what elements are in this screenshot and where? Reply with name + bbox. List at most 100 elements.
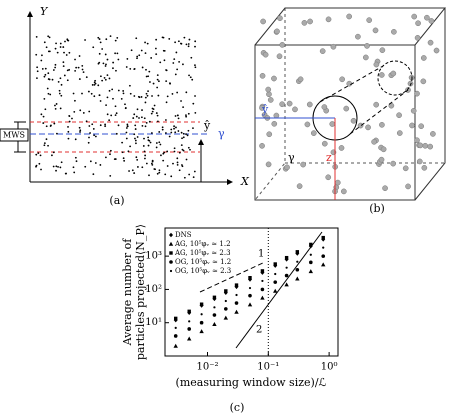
- particle: [77, 66, 80, 69]
- cube-edges: [254, 7, 447, 201]
- marker: [273, 280, 278, 284]
- particle: [93, 134, 96, 137]
- particle: [98, 94, 101, 97]
- particle: [188, 173, 191, 176]
- particle: [120, 98, 123, 100]
- particle: [111, 88, 114, 91]
- reference-slope: [235, 231, 323, 349]
- particle: [117, 124, 120, 127]
- particle: [151, 95, 153, 97]
- particle: [183, 36, 186, 39]
- particle: [343, 105, 350, 112]
- particle: [178, 151, 181, 154]
- particle: [176, 68, 179, 71]
- marker: [284, 255, 289, 260]
- particle: [187, 45, 190, 48]
- particle: [185, 133, 188, 136]
- particle: [125, 127, 128, 129]
- particle: [279, 42, 286, 48]
- particle: [321, 104, 328, 110]
- particle: [174, 73, 177, 76]
- y-tick-label: 10¹: [145, 317, 162, 328]
- particle: [91, 84, 94, 86]
- legend-label: OG, 10⁵φᵥ ≈ 2.3: [175, 267, 231, 275]
- particle: [158, 171, 161, 174]
- particle: [380, 146, 387, 153]
- marker: [321, 262, 326, 267]
- marker: [223, 315, 229, 320]
- particle: [330, 43, 337, 50]
- particle: [55, 169, 57, 172]
- particle: [46, 87, 49, 90]
- particle: [365, 124, 371, 131]
- marker: [309, 253, 312, 256]
- particle: [116, 52, 119, 55]
- particle: [135, 142, 137, 145]
- particle: [44, 67, 47, 70]
- particle: [75, 160, 78, 163]
- particle: [37, 152, 40, 155]
- marker: [169, 260, 173, 264]
- particle: [105, 38, 108, 41]
- particle: [262, 51, 269, 58]
- particle: [160, 154, 162, 157]
- y-axis-label-line: particles projected⟨N_P⟩: [134, 224, 147, 360]
- particle: [174, 115, 177, 117]
- particle: [65, 54, 68, 56]
- particle: [114, 105, 117, 108]
- particle: [158, 169, 161, 172]
- particle: [161, 126, 164, 129]
- marker: [212, 322, 217, 327]
- particle: [59, 107, 62, 110]
- particle: [108, 77, 111, 80]
- particle: [128, 170, 130, 172]
- particle: [124, 107, 127, 109]
- particle: [145, 121, 148, 124]
- particle: [47, 144, 49, 147]
- particle: [189, 76, 192, 79]
- particle: [304, 121, 311, 128]
- particle: [157, 120, 159, 123]
- particle: [131, 169, 134, 172]
- particle: [55, 103, 58, 105]
- particle: [418, 123, 425, 130]
- particle: [276, 53, 283, 60]
- particle: [122, 92, 125, 95]
- marker: [295, 276, 300, 281]
- particle: [182, 106, 185, 109]
- particle: [171, 93, 174, 95]
- particle: [104, 78, 107, 81]
- marker: [199, 329, 204, 334]
- particle: [115, 69, 117, 72]
- particle: [144, 96, 147, 99]
- particle: [115, 132, 118, 135]
- marker: [224, 289, 228, 293]
- particle: [112, 97, 114, 100]
- particle: [260, 18, 266, 25]
- particle: [151, 160, 154, 163]
- particle: [194, 95, 196, 97]
- particle: [194, 40, 197, 43]
- particle: [145, 68, 147, 71]
- particle: [407, 80, 414, 87]
- marker: [321, 235, 325, 240]
- particle: [362, 54, 369, 61]
- particle: [84, 165, 87, 168]
- particle: [173, 125, 175, 128]
- particle: [185, 114, 187, 117]
- particle: [81, 68, 84, 71]
- particle: [97, 62, 100, 65]
- particle: [430, 131, 436, 137]
- particle: [87, 141, 90, 144]
- particle: [194, 45, 196, 48]
- particle: [127, 150, 130, 153]
- y-tick-label: 10³: [145, 251, 162, 262]
- particle: [144, 157, 146, 160]
- marker: [234, 284, 239, 290]
- particle: [133, 95, 136, 97]
- particle: [145, 75, 148, 78]
- marker: [321, 254, 326, 258]
- particle: [146, 42, 149, 45]
- particle: [181, 148, 184, 151]
- particle: [43, 41, 46, 44]
